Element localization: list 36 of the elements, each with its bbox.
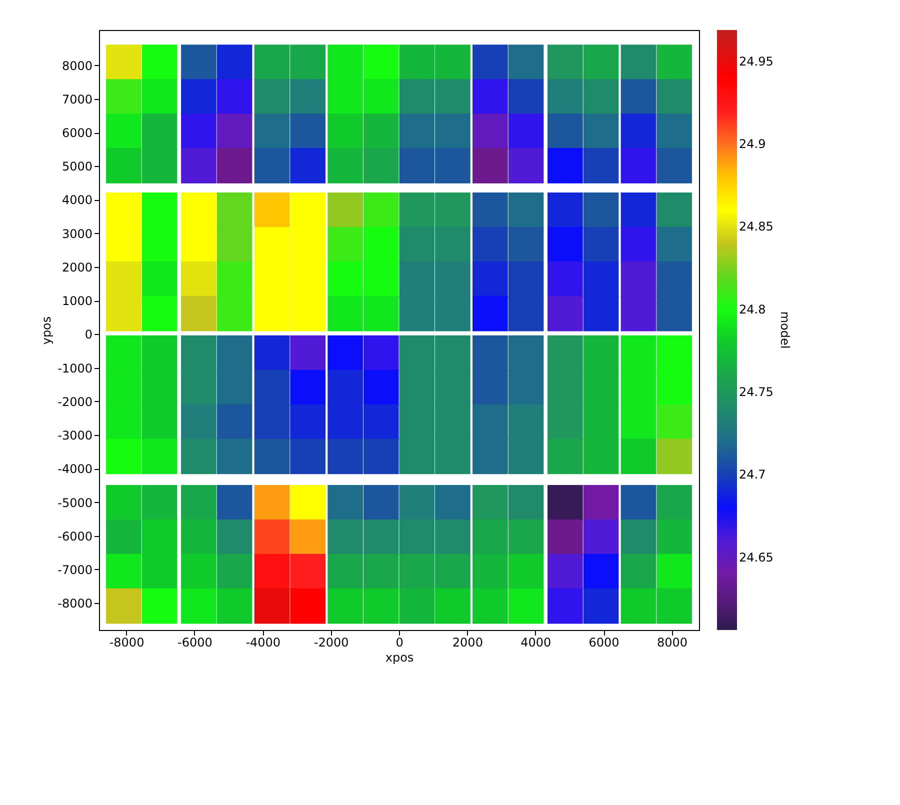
y-tick-label: -7000	[58, 562, 92, 577]
x-tick-label: 4000	[520, 636, 552, 650]
x-tick-label: 2000	[452, 636, 483, 650]
y-tick-label: 4000	[62, 193, 92, 208]
x-tick-label: 6000	[588, 636, 620, 650]
y-tick-label: -3000	[58, 428, 92, 443]
x-tick-label: -2000	[314, 636, 349, 650]
y-tick-label: 8000	[62, 58, 92, 73]
y-tick-label: -4000	[58, 462, 92, 476]
y-tick-label: -6000	[58, 529, 92, 544]
color-bar-label: 24.65	[739, 550, 774, 564]
y-tick-label: 2000	[62, 260, 92, 274]
color-bar-label: 24.8	[739, 302, 766, 316]
color-bar-label: 24.85	[739, 220, 774, 234]
color-bar-title: model	[778, 311, 792, 349]
x-axis-title: xpos	[385, 650, 414, 664]
x-tick-label: -4000	[246, 636, 281, 650]
y-tick-label: 3000	[62, 226, 92, 241]
color-bar-label: 24.75	[739, 384, 774, 399]
x-tick-label: 0	[396, 636, 404, 650]
y-tick-label: 0	[84, 328, 92, 342]
color-bar-label: 24.9	[739, 137, 766, 152]
y-tick-label: -2000	[58, 394, 92, 409]
y-tick-label: -8000	[58, 596, 92, 611]
y-tick-label: 5000	[62, 160, 92, 174]
x-tick-label: -6000	[178, 636, 212, 650]
y-tick-label: 7000	[62, 92, 92, 106]
y-tick-label: 6000	[62, 126, 92, 140]
color-bar-label: 24.7	[739, 468, 766, 482]
y-tick-label: 1000	[62, 294, 92, 308]
color-bar-label: 24.95	[739, 54, 774, 68]
y-axis-title: ypos	[40, 316, 54, 345]
x-tick-label: -8000	[109, 636, 144, 650]
x-tick-label: 8000	[656, 636, 688, 650]
y-tick-label: -5000	[58, 496, 92, 510]
y-tick-label: -1000	[58, 361, 92, 376]
